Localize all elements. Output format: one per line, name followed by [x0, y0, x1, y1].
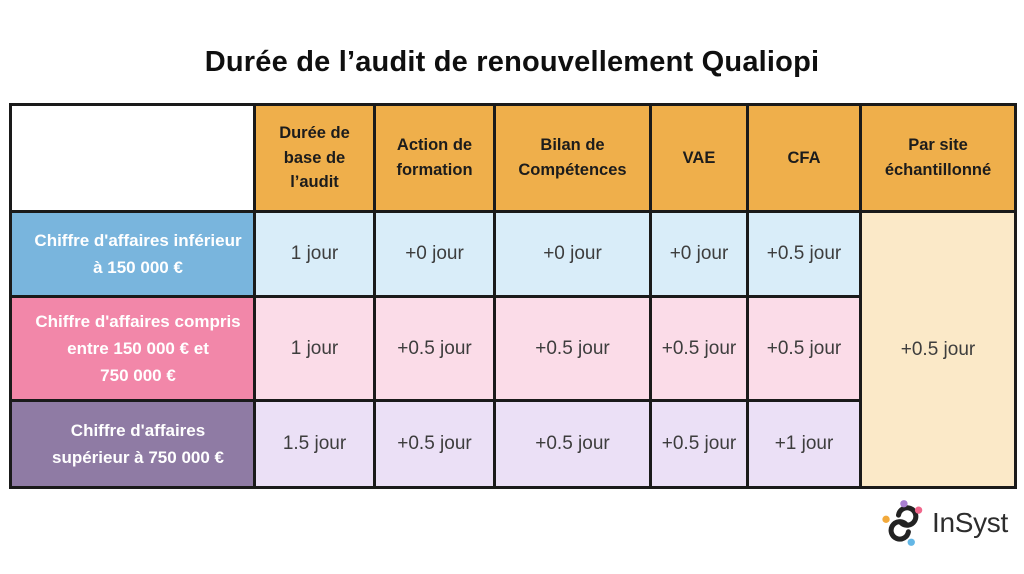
page-title: Durée de l’audit de renouvellement Quali… [204, 46, 820, 78]
cell-r2-action-formation: +0.5 jour [373, 295, 496, 402]
insyst-logo-text: InSyst [931, 507, 1008, 538]
cell-r1-vae: +0 jour [649, 210, 749, 298]
row-label-ca-compris: Chiffre d'affaires compris entre 150 000… [9, 295, 256, 402]
column-header-bilan-competences: Bilan de Compétences [493, 103, 652, 213]
cell-r3-action-formation: +0.5 jour [373, 399, 496, 489]
cell-r2-bilan-competences: +0.5 jour [493, 295, 652, 402]
cell-r3-cfa: +1 jour [746, 399, 862, 489]
cell-r1-action-formation: +0 jour [373, 210, 496, 298]
cell-r3-duree-base: 1.5 jour [253, 399, 376, 489]
audit-duration-table: Durée de base de l’audit Action de forma… [9, 103, 1017, 489]
column-header-par-site: Par site échantillonné [859, 103, 1017, 213]
cell-r1-bilan-competences: +0 jour [493, 210, 652, 298]
table-row-ca-inferieur: Chiffre d'affaires inférieur à 150 000 €… [9, 210, 1017, 489]
insyst-logo: InSyst [881, 498, 1008, 548]
cell-r3-bilan-competences: +0.5 jour [493, 399, 652, 489]
cell-r3-vae: +0.5 jour [649, 399, 749, 489]
cell-merged-par-site: +0.5 jour [859, 210, 1017, 489]
table-row-ca-superieur: Chiffre d'affaires supérieur à 750 000 €… [9, 399, 1016, 489]
row-label-ca-inferieur: Chiffre d'affaires inférieur à 150 000 € [9, 210, 256, 298]
cell-r1-cfa: +0.5 jour [746, 210, 862, 298]
corner-cell [9, 103, 256, 213]
column-header-vae: VAE [649, 103, 749, 213]
column-header-duree-base: Durée de base de l’audit [253, 103, 376, 213]
table-header-row: Durée de base de l’audit Action de forma… [9, 103, 1017, 213]
cell-r2-cfa: +0.5 jour [746, 295, 862, 402]
column-header-cfa: CFA [746, 103, 862, 213]
column-header-action-formation: Action de formation [373, 103, 496, 213]
insyst-logo-icon [881, 498, 925, 548]
cell-r1-duree-base: 1 jour [253, 210, 376, 298]
cell-r2-duree-base: 1 jour [253, 295, 376, 402]
row-label-ca-superieur: Chiffre d'affaires supérieur à 750 000 € [9, 399, 256, 489]
cell-r2-vae: +0.5 jour [649, 295, 749, 402]
table-row-ca-compris: Chiffre d'affaires compris entre 150 000… [9, 295, 1016, 402]
